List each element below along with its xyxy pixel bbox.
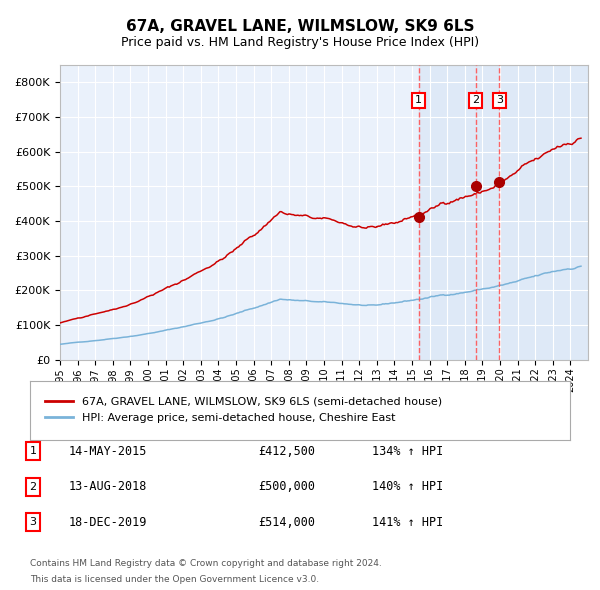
- Text: 1: 1: [29, 447, 37, 456]
- Text: 3: 3: [496, 96, 503, 105]
- Legend: 67A, GRAVEL LANE, WILMSLOW, SK9 6LS (semi-detached house), HPI: Average price, s: 67A, GRAVEL LANE, WILMSLOW, SK9 6LS (sem…: [41, 392, 446, 428]
- Text: This data is licensed under the Open Government Licence v3.0.: This data is licensed under the Open Gov…: [30, 575, 319, 584]
- Text: 14-MAY-2015: 14-MAY-2015: [69, 445, 148, 458]
- Text: 3: 3: [29, 517, 37, 527]
- Text: 13-AUG-2018: 13-AUG-2018: [69, 480, 148, 493]
- Text: 18-DEC-2019: 18-DEC-2019: [69, 516, 148, 529]
- Text: 140% ↑ HPI: 140% ↑ HPI: [372, 480, 443, 493]
- Bar: [419, 65, 588, 360]
- Text: £500,000: £500,000: [258, 480, 315, 493]
- Text: Contains HM Land Registry data © Crown copyright and database right 2024.: Contains HM Land Registry data © Crown c…: [30, 559, 382, 568]
- Text: 134% ↑ HPI: 134% ↑ HPI: [372, 445, 443, 458]
- Text: Price paid vs. HM Land Registry's House Price Index (HPI): Price paid vs. HM Land Registry's House …: [121, 36, 479, 49]
- Text: £514,000: £514,000: [258, 516, 315, 529]
- Text: £412,500: £412,500: [258, 445, 315, 458]
- Text: 2: 2: [29, 482, 37, 491]
- Text: 2: 2: [472, 96, 479, 105]
- Text: 1: 1: [415, 96, 422, 105]
- Text: 67A, GRAVEL LANE, WILMSLOW, SK9 6LS: 67A, GRAVEL LANE, WILMSLOW, SK9 6LS: [126, 19, 474, 34]
- Text: 141% ↑ HPI: 141% ↑ HPI: [372, 516, 443, 529]
